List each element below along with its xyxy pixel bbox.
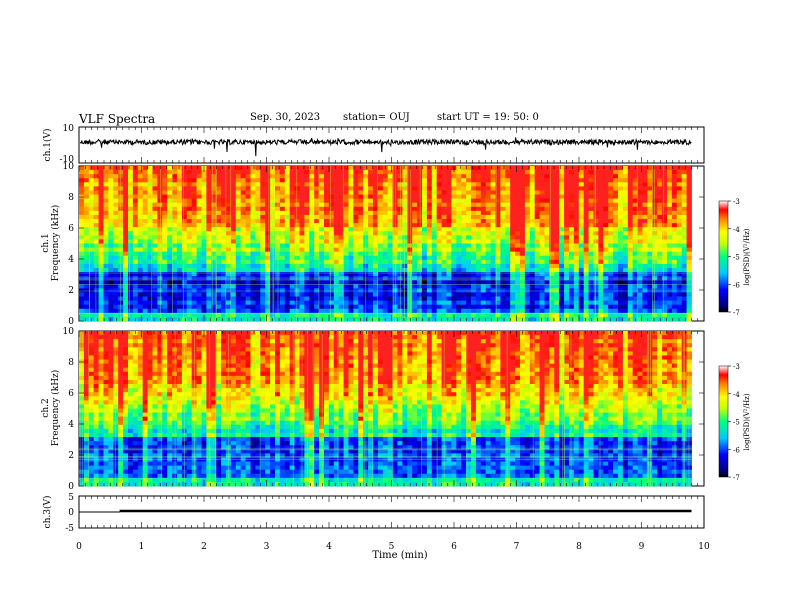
ch2-colorbar: -3 -4 -5 -6 -7 log(PSD)(V²/Hz) xyxy=(718,363,751,482)
frequency-tick-label: 10 xyxy=(63,162,75,172)
frequency-tick-label: 0 xyxy=(68,482,74,492)
ch1-spectrogram-image xyxy=(79,166,692,322)
colorbar-tick-label: -7 xyxy=(733,474,740,482)
ch1-spectrogram-ticks xyxy=(78,166,705,321)
ch1-frequency-ticks: 0 2 4 6 8 10 xyxy=(63,162,704,327)
ch1-waveform-ticks xyxy=(78,127,705,163)
time-tick-label: 9 xyxy=(639,542,645,552)
frequency-tick-label: 4 xyxy=(68,420,74,430)
ch2-channel-label: ch.2 xyxy=(41,398,51,417)
ch1-channel-label: ch.1 xyxy=(41,233,51,252)
ch1-colorbar: -3 -4 -5 -6 -7 log(PSD)(V²/Hz) xyxy=(718,198,751,317)
frequency-tick-label: 6 xyxy=(68,389,74,399)
frequency-tick-label: 6 xyxy=(68,224,74,234)
frequency-tick-label: 10 xyxy=(63,327,75,337)
time-tick-label: 6 xyxy=(451,542,457,552)
ch3-waveform-ticks xyxy=(78,496,705,528)
colorbar-tick-label: -7 xyxy=(733,309,740,317)
ch2-spectrogram-ticks xyxy=(78,331,705,486)
chart-title: VLF Spectra xyxy=(79,112,156,126)
time-tick-label: 7 xyxy=(514,542,520,552)
ch2-spectrogram-panel: 0 2 4 6 8 10 ch.2 Frequency (kHz) xyxy=(41,327,705,492)
colorbar-tick-label: -3 xyxy=(733,363,740,371)
ch1-waveform-line xyxy=(79,137,692,157)
colorbar-tick-label: -4 xyxy=(733,226,740,234)
colorbar-tick-label: -5 xyxy=(733,254,740,262)
ch2-frequency-label: Frequency (kHz) xyxy=(50,370,61,447)
colorbar-tick-label: -3 xyxy=(733,198,740,206)
colorbar-tick-label: -6 xyxy=(733,446,740,454)
time-tick-label: 5 xyxy=(389,542,395,552)
ch1-waveform-panel: 10 -10 ch.1(V) xyxy=(42,124,705,165)
colorbar-tick-label: -5 xyxy=(733,419,740,427)
ch1-frequency-label: Frequency (kHz) xyxy=(50,205,61,282)
time-tick-label: 3 xyxy=(264,542,270,552)
time-axis-ticks: 0 1 2 3 4 5 6 7 8 9 10 xyxy=(76,542,710,552)
frequency-tick-label: 8 xyxy=(68,358,74,368)
time-tick-label: 0 xyxy=(76,542,82,552)
time-tick-label: 1 xyxy=(139,542,145,552)
date-label: Sep. 30, 2023 xyxy=(250,112,321,123)
frequency-tick-label: 2 xyxy=(68,451,74,461)
ch3-ytick-bottom: -5 xyxy=(65,524,74,534)
station-label: station= OUJ xyxy=(343,112,410,123)
frequency-tick-label: 8 xyxy=(68,193,74,203)
colorbar-tick-label: -4 xyxy=(733,391,740,399)
time-tick-label: 2 xyxy=(201,542,207,552)
ch1-ytick-top: 10 xyxy=(63,124,75,134)
colorbar-tick-label: -6 xyxy=(733,281,740,289)
ch1-colorbar-label: log(PSD)(V²/Hz) xyxy=(743,228,751,285)
ch2-spectrogram-image xyxy=(79,331,692,487)
time-tick-label: 4 xyxy=(326,542,332,552)
frequency-tick-label: 0 xyxy=(68,317,74,327)
ch3-ytick-top: 5 xyxy=(68,493,74,503)
frequency-tick-label: 2 xyxy=(68,286,74,296)
frequency-tick-label: 4 xyxy=(68,255,74,265)
ch3-waveform-panel: 5 0 -5 ch.3(V) 0 1 2 3 4 5 6 7 8 9 10 Time (min) xyxy=(42,493,710,561)
ch3-waveform-ylabel: ch.3(V) xyxy=(42,496,53,529)
time-tick-label: 8 xyxy=(576,542,582,552)
time-tick-label: 10 xyxy=(698,542,710,552)
start-time-label: start UT = 19: 50: 0 xyxy=(437,112,539,123)
ch1-waveform-ylabel: ch.1(V) xyxy=(42,129,53,162)
ch1-spectrogram-panel: 0 2 4 6 8 10 ch.1 Frequency (kHz) xyxy=(41,162,705,327)
time-axis-label: Time (min) xyxy=(372,550,427,561)
ch2-colorbar-label: log(PSD)(V²/Hz) xyxy=(743,393,751,450)
ch3-ytick-mid: 0 xyxy=(68,508,74,518)
ch1-ytick-bottom: -10 xyxy=(60,155,75,165)
ch2-frequency-ticks: 0 2 4 6 8 10 xyxy=(63,327,704,492)
